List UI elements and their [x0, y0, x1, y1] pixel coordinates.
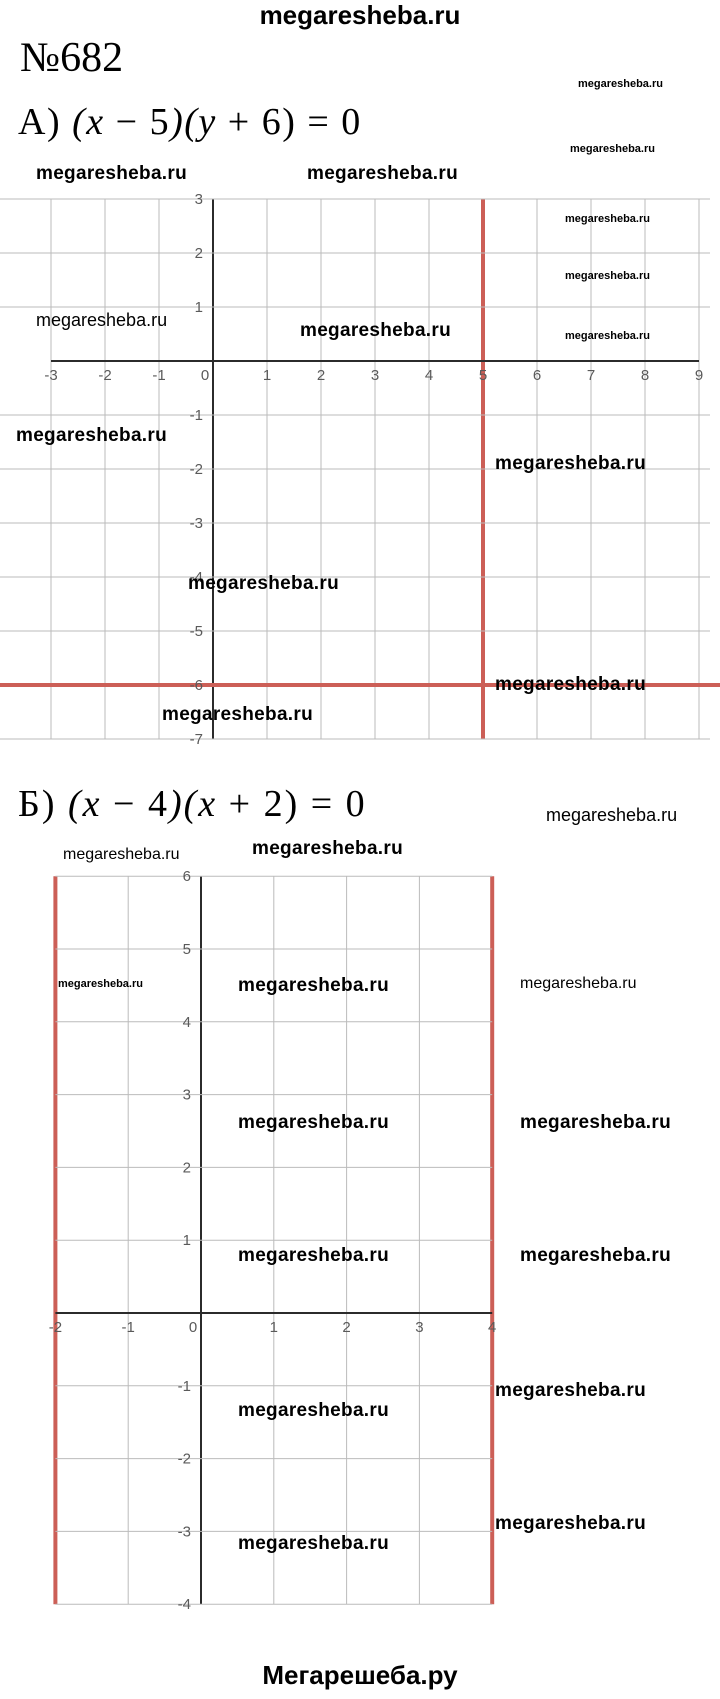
svg-text:-4: -4 — [178, 1596, 191, 1612]
svg-text:-3: -3 — [44, 367, 57, 384]
svg-text:-3: -3 — [178, 1523, 191, 1540]
svg-text:2: 2 — [195, 245, 203, 262]
svg-text:6: 6 — [183, 870, 191, 885]
svg-text:3: 3 — [195, 192, 203, 208]
svg-text:1: 1 — [270, 1319, 278, 1336]
svg-text:9: 9 — [695, 367, 703, 384]
svg-text:-7: -7 — [190, 731, 203, 748]
svg-text:2: 2 — [317, 367, 325, 384]
svg-text:0: 0 — [189, 1319, 197, 1336]
svg-text:0: 0 — [201, 367, 209, 384]
svg-text:-1: -1 — [178, 1378, 191, 1395]
svg-text:2: 2 — [183, 1159, 191, 1176]
svg-text:-1: -1 — [152, 367, 165, 384]
svg-text:5: 5 — [479, 367, 487, 384]
svg-text:-2: -2 — [49, 1319, 62, 1336]
svg-text:4: 4 — [183, 1014, 191, 1031]
svg-text:5: 5 — [183, 941, 191, 958]
svg-text:3: 3 — [415, 1319, 423, 1336]
svg-text:7: 7 — [587, 367, 595, 384]
svg-text:1: 1 — [263, 367, 271, 384]
svg-text:-6: -6 — [190, 677, 203, 694]
svg-text:-1: -1 — [122, 1319, 135, 1336]
svg-text:-2: -2 — [98, 367, 111, 384]
svg-text:1: 1 — [183, 1232, 191, 1249]
svg-text:-2: -2 — [178, 1451, 191, 1468]
svg-text:-2: -2 — [190, 461, 203, 478]
svg-text:-1: -1 — [190, 407, 203, 424]
svg-text:6: 6 — [533, 367, 541, 384]
svg-text:2: 2 — [342, 1319, 350, 1336]
svg-text:-5: -5 — [190, 623, 203, 640]
svg-text:8: 8 — [641, 367, 649, 384]
svg-text:-3: -3 — [190, 515, 203, 532]
svg-text:4: 4 — [488, 1319, 496, 1336]
svg-text:1: 1 — [195, 299, 203, 316]
svg-text:3: 3 — [183, 1087, 191, 1104]
svg-text:4: 4 — [425, 367, 433, 384]
svg-text:3: 3 — [371, 367, 379, 384]
